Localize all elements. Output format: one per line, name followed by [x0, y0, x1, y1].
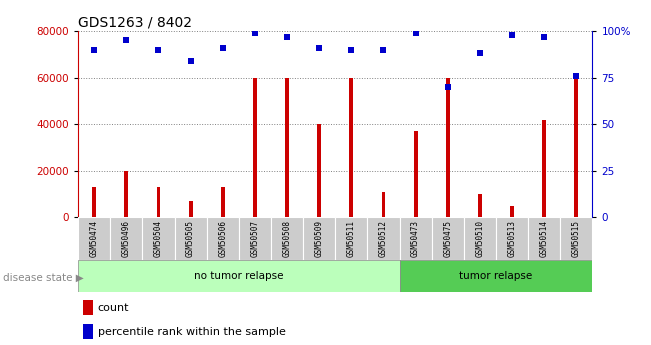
Text: GSM50496: GSM50496: [122, 220, 131, 257]
Bar: [574, 75, 578, 217]
Text: percentile rank within the sample: percentile rank within the sample: [98, 327, 286, 336]
Point: [571, 73, 581, 79]
Text: disease state ▶: disease state ▶: [3, 273, 84, 283]
Point: [410, 30, 421, 36]
Bar: [381, 192, 385, 217]
Text: GSM50515: GSM50515: [572, 220, 581, 257]
Point: [250, 30, 260, 36]
Bar: [174, 217, 207, 260]
Text: count: count: [98, 303, 129, 313]
Text: GSM50513: GSM50513: [508, 220, 516, 257]
Point: [539, 34, 549, 39]
Point: [121, 38, 132, 43]
Text: GSM50508: GSM50508: [283, 220, 292, 257]
Point: [507, 32, 518, 38]
Bar: [400, 260, 592, 292]
Text: GSM50514: GSM50514: [540, 220, 549, 257]
Bar: [542, 120, 546, 217]
Bar: [207, 217, 239, 260]
Text: no tumor relapse: no tumor relapse: [194, 271, 284, 281]
Bar: [478, 194, 482, 217]
Bar: [143, 217, 174, 260]
Bar: [303, 217, 335, 260]
Text: GSM50474: GSM50474: [90, 220, 99, 257]
Point: [89, 47, 100, 52]
Text: GSM50506: GSM50506: [218, 220, 227, 257]
Text: GSM50512: GSM50512: [379, 220, 388, 257]
Text: GSM50504: GSM50504: [154, 220, 163, 257]
Bar: [83, 300, 92, 315]
Point: [378, 47, 389, 52]
Bar: [83, 324, 92, 339]
Text: GSM50475: GSM50475: [443, 220, 452, 257]
Text: GSM50510: GSM50510: [475, 220, 484, 257]
Bar: [528, 217, 561, 260]
Bar: [239, 217, 271, 260]
Bar: [78, 217, 110, 260]
Point: [346, 47, 357, 52]
Bar: [464, 217, 496, 260]
Bar: [110, 217, 143, 260]
Point: [443, 84, 453, 90]
Bar: [413, 131, 417, 217]
Bar: [221, 187, 225, 217]
Bar: [510, 206, 514, 217]
Bar: [92, 187, 96, 217]
Bar: [317, 124, 321, 217]
Bar: [78, 260, 400, 292]
Bar: [335, 217, 367, 260]
Bar: [446, 78, 450, 217]
Text: GSM50507: GSM50507: [251, 220, 259, 257]
Bar: [561, 217, 592, 260]
Bar: [367, 217, 400, 260]
Text: GSM50509: GSM50509: [314, 220, 324, 257]
Bar: [189, 201, 193, 217]
Text: GSM50473: GSM50473: [411, 220, 420, 257]
Bar: [271, 217, 303, 260]
Point: [314, 45, 324, 51]
Text: GSM50511: GSM50511: [347, 220, 356, 257]
Text: GDS1263 / 8402: GDS1263 / 8402: [78, 16, 192, 30]
Point: [282, 34, 292, 39]
Bar: [496, 217, 528, 260]
Point: [153, 47, 163, 52]
Text: tumor relapse: tumor relapse: [460, 271, 533, 281]
Bar: [156, 187, 160, 217]
Bar: [432, 217, 464, 260]
Point: [217, 45, 228, 51]
Bar: [400, 217, 432, 260]
Bar: [253, 78, 257, 217]
Point: [186, 58, 196, 63]
Point: [475, 51, 485, 56]
Bar: [350, 78, 353, 217]
Text: GSM50505: GSM50505: [186, 220, 195, 257]
Bar: [124, 171, 128, 217]
Bar: [285, 78, 289, 217]
